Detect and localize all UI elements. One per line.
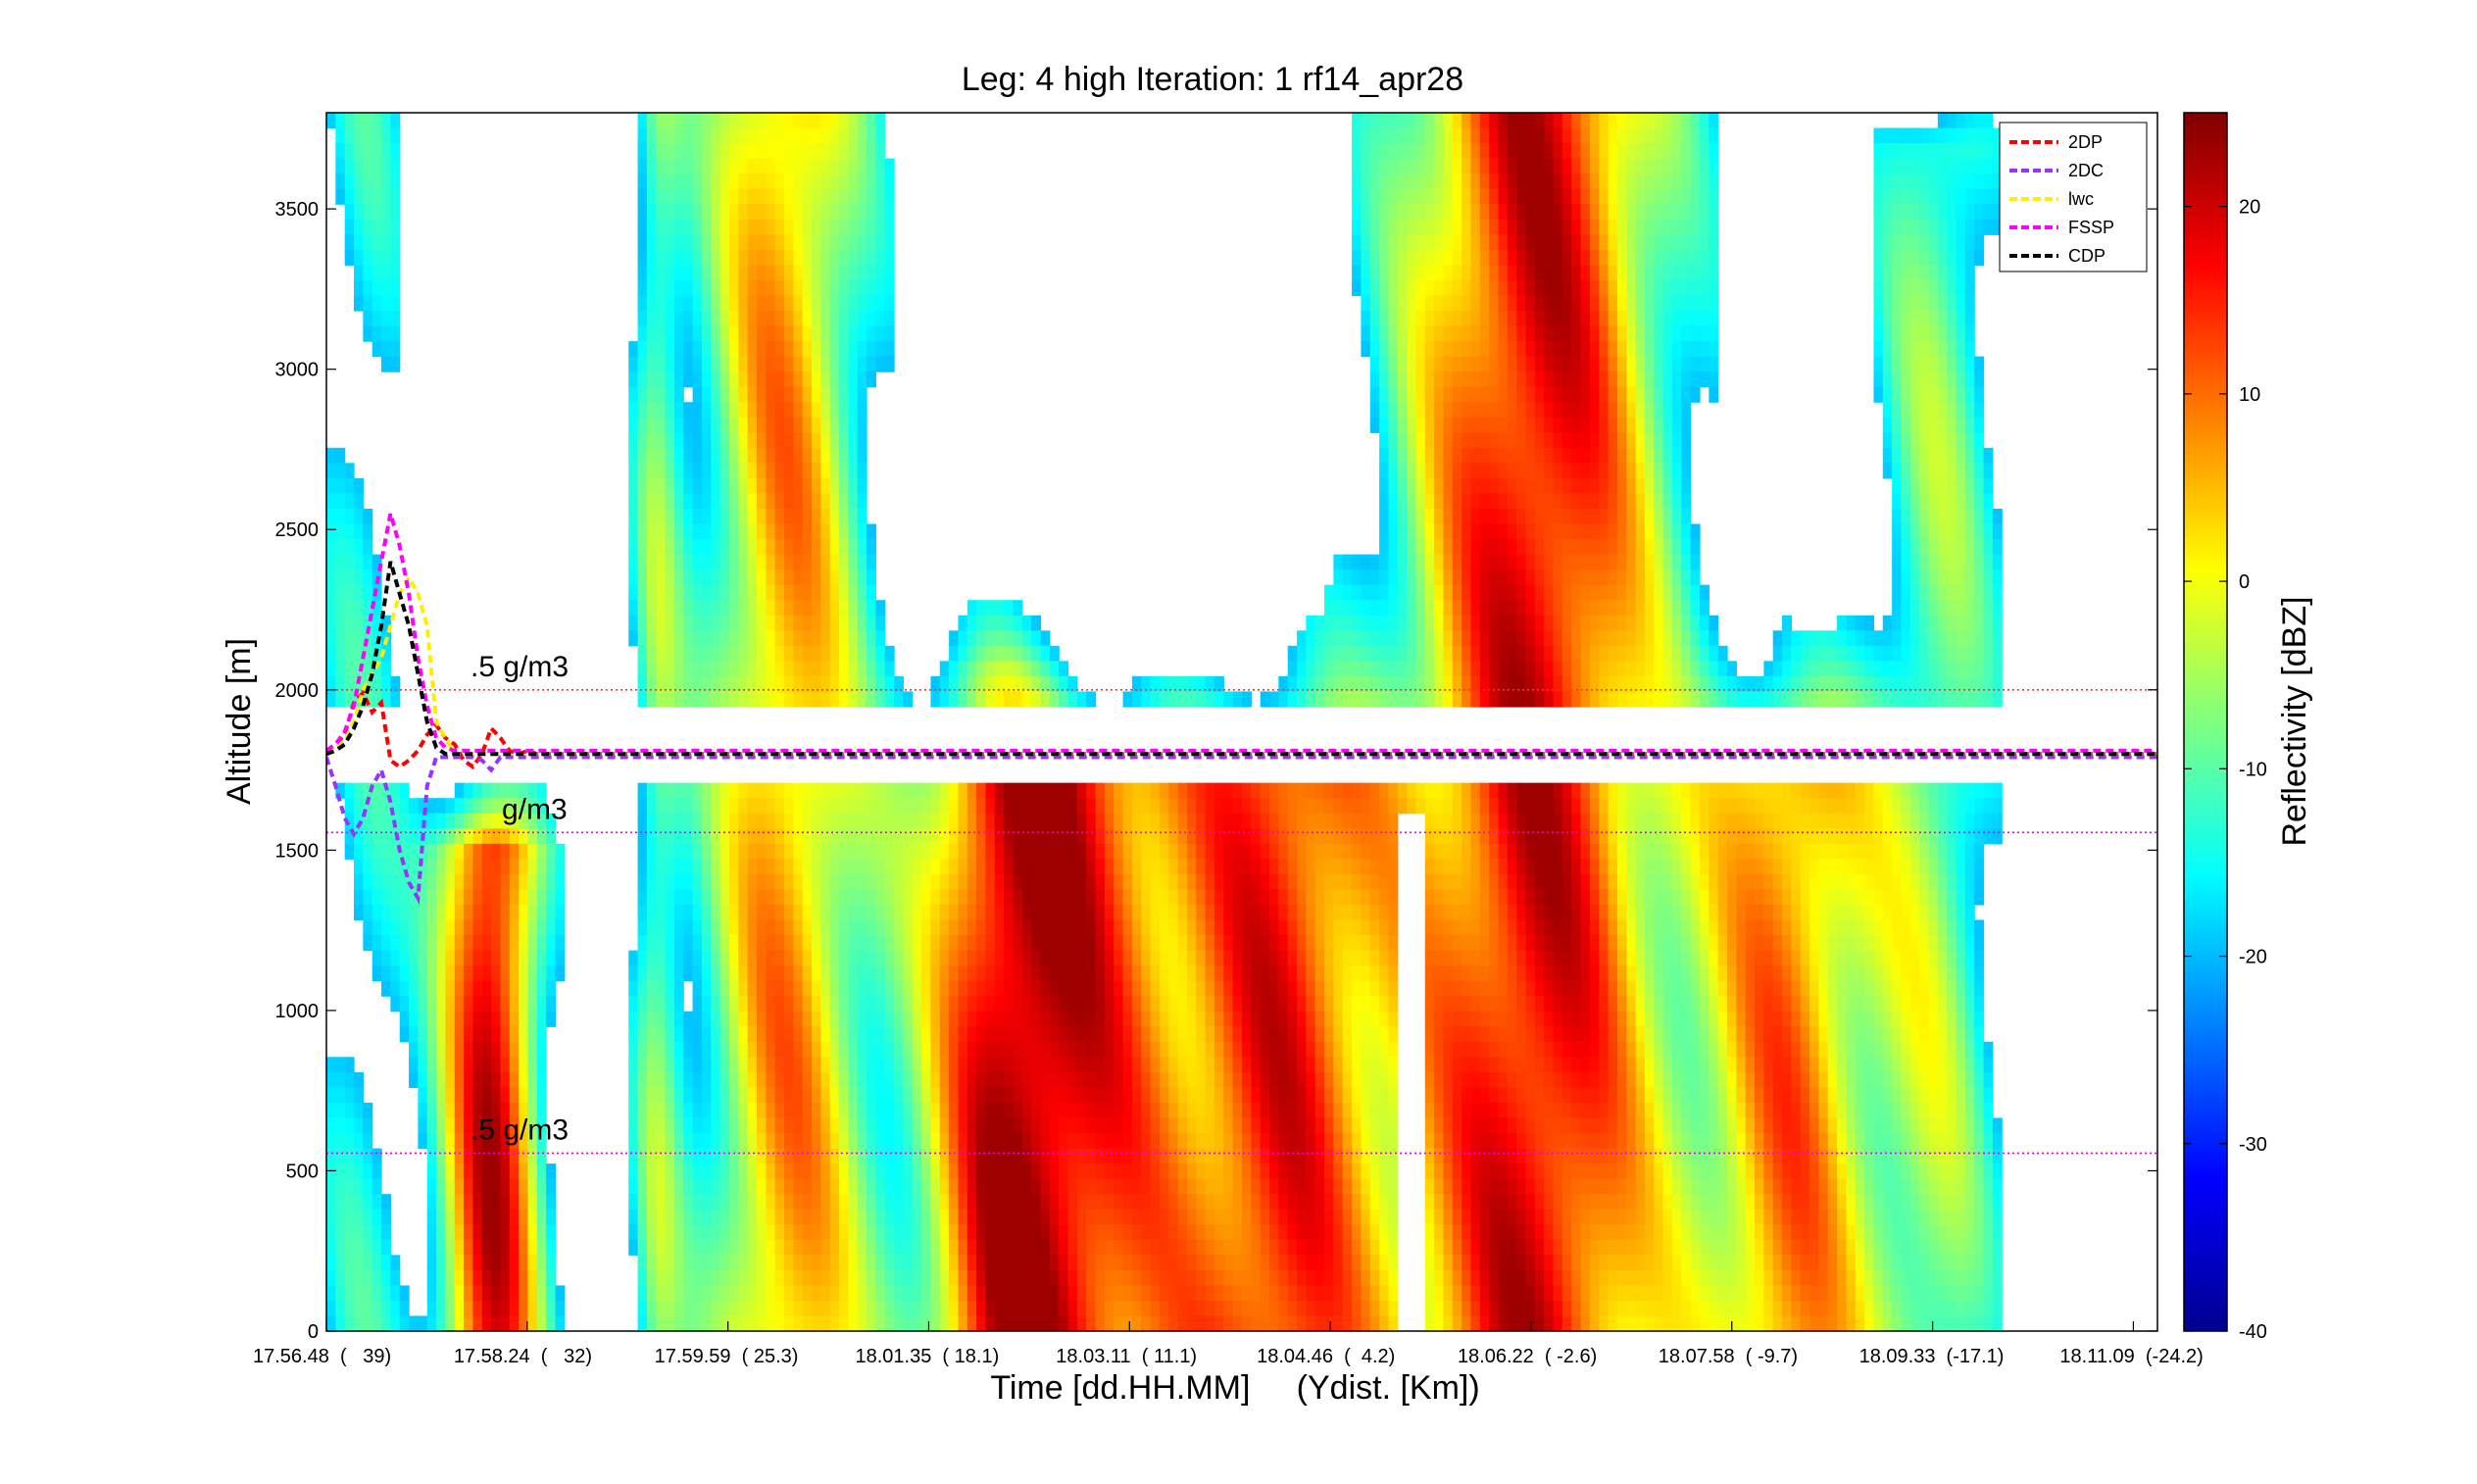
x-tick-label: 18.06.22 ( -2.6) [1458,1346,1597,1367]
colorbar-tick-label: -20 [2239,947,2267,968]
plot-area [325,112,2158,1332]
reference-line-label: g/m3 [502,793,568,825]
x-tick-label: 18.09.33 (-17.1) [1859,1346,2005,1367]
y-tick-label: 3000 [275,360,320,381]
reflectivity-heatmap [326,113,2003,1331]
series-line-cdp [326,561,2157,757]
colorbar-gradient [2183,112,2228,1332]
legend-label: 2DC [2068,161,2104,180]
legend-label: FSSP [2068,218,2114,237]
legend-label: CDP [2068,246,2105,266]
reference-line-label: .5 g/m3 [471,1113,569,1146]
y-tick-label: 1500 [275,840,320,862]
reference-line-label: .5 g/m3 [471,651,569,683]
y-axis-label: Altitude [m] [221,638,258,805]
x-tick-label: 18.04.46 ( 4.2) [1257,1346,1395,1367]
plot-frame [325,112,2158,1332]
y-tick-label: 2500 [275,519,320,541]
reference-lines [326,688,2157,1155]
y-axis: 0 500 1000 1500 2000 2500 3000 3500 [275,199,2157,1343]
y-tick-label: 1000 [275,1001,320,1022]
series-line-fssp [326,513,2157,753]
y-tick-label: 3500 [275,199,320,221]
y-tick-label: 0 [308,1321,319,1343]
x-tick-label: 18.07.58 ( -9.7) [1659,1346,1798,1367]
legend: 2DP 2DC lwc FSSP CDP [1999,122,2148,272]
annotations: .5 g/m3 g/m3 .5 g/m3 [471,651,569,1147]
probe-series [326,513,2157,906]
x-tick-label: 17.58.24 ( 32) [454,1346,592,1367]
y-tick-label: 500 [286,1161,319,1182]
colorbar-tick-label: -30 [2239,1134,2267,1156]
colorbar-tick-label: 0 [2239,571,2250,593]
colorbar-tick-label: -40 [2239,1321,2267,1343]
x-tick-label: 17.56.48 ( 39) [253,1346,391,1367]
legend-label: 2DP [2068,132,2103,152]
x-tick-label: 18.03.11 ( 11.1) [1056,1346,1197,1367]
colorbar-label: Reflectivity [dBZ] [2276,596,2313,846]
x-tick-label: 18.01.35 ( 18.1) [855,1346,999,1367]
x-axis-label: Time [dd.HH.MM] (Ydist. [Km]) [990,1369,1479,1407]
x-tick-label: 17.59.59 ( 25.3) [655,1346,799,1367]
chart-title: Leg: 4 high Iteration: 1 rf14_apr28 [962,61,1463,98]
x-tick-label: 18.11.09 (-24.2) [2059,1346,2203,1367]
colorbar-tick-label: 10 [2239,384,2260,406]
colorbar-tick-label: 20 [2239,197,2260,219]
y-tick-label: 2000 [275,680,320,702]
colorbar-tick-label: -10 [2239,759,2267,780]
colorbar: -40 -30 -20 -10 0 10 20 Reflectivity [dBZ] [2183,112,2313,1343]
x-axis: 17.56.48 ( 39) 17.58.24 ( 32) 17.59.59 ( 2… [253,1321,2204,1367]
legend-label: lwc [2068,189,2094,209]
